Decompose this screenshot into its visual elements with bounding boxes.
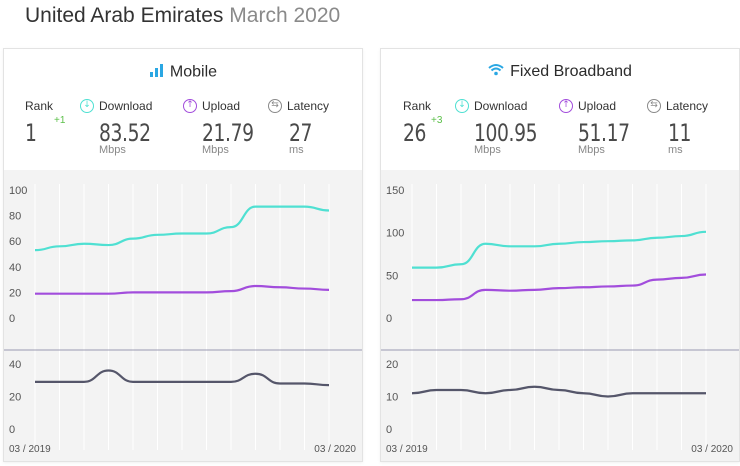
upper-y-tick-label: 0 [386,313,392,325]
mobile-card: Mobile Rank 1 +1 ↓ Download 83.52 Mbps ↑ U… [3,48,363,462]
download-series-line [411,230,707,269]
latency-stat: ⇆ Latency 27 ms [268,99,329,156]
latency-stat: ⇆ Latency 11 ms [647,99,708,156]
x-tick-label-start: 03 / 2019 [386,444,428,455]
upper-y-tick-label: 150 [386,185,404,197]
broadband-chart-area: 0 50 100 150 0 10 20 03 / 2019 03 / 2020 [381,170,739,461]
mobile-title: Mobile [4,63,362,82]
upper-y-tick-label: 60 [9,236,21,248]
x-tick-label-end: 03 / 2020 [314,444,356,455]
lower-y-tick-label: 0 [386,424,392,436]
rank-value: 1 [25,119,37,147]
download-stat: ↓ Download 83.52 Mbps [80,99,165,156]
download-series-line [34,205,330,252]
latency-value: 27 [289,119,313,147]
latency-value: 11 [668,119,692,147]
broadband-chart: 0 50 100 150 0 10 20 03 / 2019 03 / 2020 [381,184,739,455]
upper-y-tick-label: 80 [9,211,21,223]
lower-y-tick-label: 20 [386,359,398,371]
download-value: 100.95 [474,119,538,147]
rank-change: +3 [431,115,443,126]
latency-series-line [411,385,706,398]
download-stat: ↓ Download 100.95 Mbps [455,99,555,156]
x-tick-label-end: 03 / 2020 [691,444,733,455]
download-arrow-icon: ↓ [455,99,469,113]
rank-stat: Rank 1 [25,99,54,147]
lower-y-tick-label: 0 [9,424,15,436]
broadband-stats: Rank 26 +3 ↓ Download 100.95 Mbps ↑ Upload… [381,99,739,169]
upload-value: 21.79 [202,119,254,147]
upload-series-line [412,273,707,302]
page-title: United Arab Emirates March 2020 [25,4,340,28]
upper-y-tick-label: 50 [386,270,398,282]
latency-series-line [34,369,330,387]
lower-y-tick-label: 40 [9,359,21,371]
upload-stat: ↑ Upload 51.17 Mbps [559,99,644,156]
upper-y-tick-label: 100 [386,228,404,240]
rank-stat: Rank 26 [403,99,432,147]
rank-change: +1 [54,115,66,126]
upload-arrow-icon: ↑ [559,99,573,113]
upper-y-tick-label: 40 [9,262,21,274]
upper-y-tick-label: 100 [9,185,27,197]
broadband-card: Fixed Broadband Rank 26 +3 ↓ Download 100… [380,48,740,462]
mobile-stats: Rank 1 +1 ↓ Download 83.52 Mbps ↑ Upload 2… [4,99,362,169]
period-label: March 2020 [229,4,341,27]
signal-bars-icon [149,63,164,82]
upload-stat: ↑ Upload 21.79 Mbps [183,99,268,156]
latency-icon: ⇆ [268,99,282,113]
rank-value: 26 [403,119,427,147]
upload-series-line [35,284,330,295]
broadband-title: Fixed Broadband [381,63,739,81]
upper-y-tick-label: 20 [9,287,21,299]
lower-y-tick-label: 10 [386,392,398,404]
mobile-chart-area: 0 20 40 60 80 100 0 20 40 03 / 2019 03 / 2020 [4,170,362,461]
upload-arrow-icon: ↑ [183,99,197,113]
download-arrow-icon: ↓ [80,99,94,113]
country-name: United Arab Emirates [25,4,224,27]
mobile-chart: 0 20 40 60 80 100 0 20 40 03 / 2019 03 / 2020 [4,184,362,455]
lower-y-tick-label: 20 [9,392,21,404]
upper-y-tick-label: 0 [9,313,15,325]
download-value: 83.52 [99,119,151,147]
upload-value: 51.17 [578,119,630,147]
wifi-icon [488,63,504,81]
x-tick-label-start: 03 / 2019 [9,444,51,455]
latency-icon: ⇆ [647,99,661,113]
